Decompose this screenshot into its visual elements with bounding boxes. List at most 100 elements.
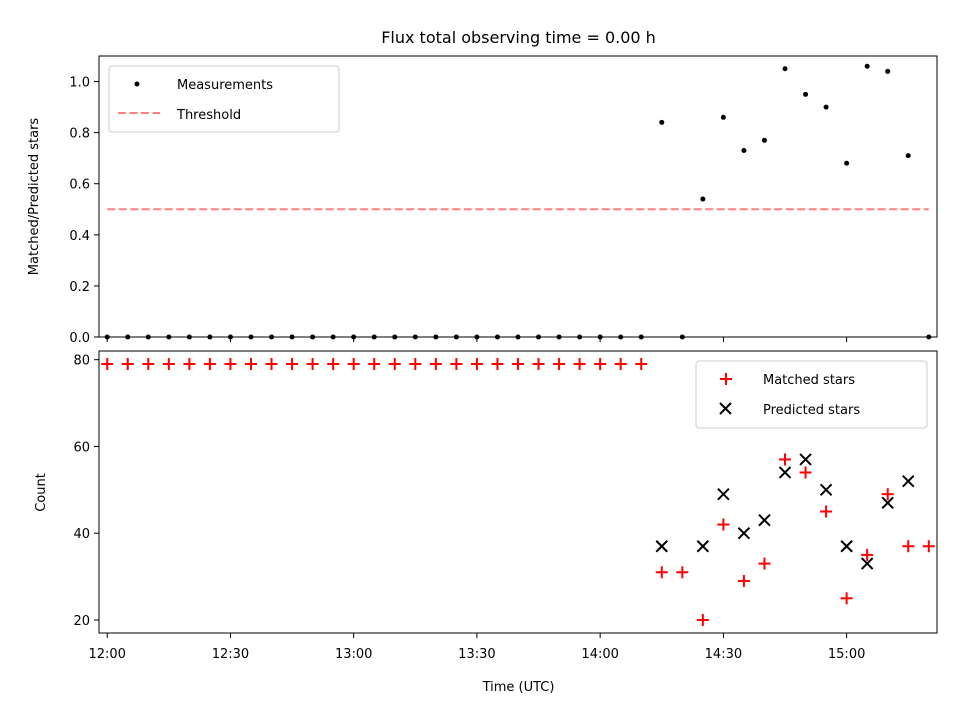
bottom-x-tick-label: 15:00 — [828, 647, 865, 662]
measurement-point — [864, 63, 870, 69]
bottom-axes-frame — [98, 350, 938, 634]
matched-star-point — [347, 358, 360, 371]
matched-star-point — [409, 358, 422, 371]
matched-star-point — [203, 358, 216, 371]
bottom-x-tick-label: 14:00 — [581, 647, 618, 662]
measurement-point — [761, 137, 767, 143]
measurement-point — [720, 114, 726, 120]
top-y-tick-label: 0.4 — [69, 229, 90, 244]
bottom-x-tick-label: 12:30 — [212, 647, 249, 662]
top-y-axis-label: Matched/Predicted stars — [27, 118, 42, 276]
predicted-star-point — [840, 540, 853, 553]
matched-star-point — [573, 358, 586, 371]
matched-star-points — [101, 358, 935, 626]
bottom-x-ticks: 12:00 12:30 13:00 13:30 14:00 14:30 15:00 — [88, 633, 865, 662]
matched-star-point — [388, 358, 401, 371]
predicted-star-point — [717, 487, 730, 501]
legend-threshold-label: Threshold — [176, 108, 241, 123]
matched-star-point — [635, 358, 648, 371]
matched-star-point — [779, 453, 792, 466]
legend-matched-marker — [720, 373, 732, 385]
matched-star-point — [902, 540, 915, 553]
matched-star-point — [450, 358, 463, 371]
legend-predicted-label: Predicted stars — [763, 403, 860, 418]
matched-star-point — [512, 358, 524, 371]
top-legend: Measurements Threshold — [108, 65, 340, 133]
matched-star-point — [553, 358, 566, 371]
matched-star-point — [655, 566, 668, 579]
top-y-ticks: 0.0 0.2 0.4 0.6 0.8 1.0 — [69, 76, 99, 346]
bottom-y-tick-label: 80 — [73, 354, 90, 369]
bottom-y-ticks: 20 40 60 80 — [73, 354, 99, 629]
predicted-star-point — [881, 496, 894, 510]
matched-star-point — [244, 358, 257, 371]
matched-star-point — [820, 505, 833, 518]
bottom-y-tick-label: 40 — [73, 527, 90, 542]
matched-star-point — [491, 358, 504, 371]
matched-star-point — [594, 358, 607, 371]
predicted-star-point — [902, 474, 915, 488]
predicted-star-point — [655, 540, 668, 553]
predicted-star-point — [758, 513, 771, 527]
measurement-point — [659, 119, 665, 125]
matched-star-point — [224, 358, 237, 371]
matched-star-point — [121, 358, 134, 371]
matched-star-point — [696, 613, 709, 626]
matched-star-point — [183, 358, 196, 371]
matched-star-point — [162, 358, 175, 371]
top-y-tick-label: 0.6 — [69, 178, 90, 193]
legend-measurements-label: Measurements — [177, 78, 273, 93]
bottom-x-tick-label: 12:00 — [88, 647, 125, 662]
top-y-tick-label: 1.0 — [69, 76, 90, 91]
matched-star-point — [101, 358, 114, 371]
matched-star-point — [799, 466, 812, 479]
bottom-y-tick-label: 60 — [73, 440, 90, 455]
predicted-star-point — [778, 466, 792, 479]
bottom-legend: Matched stars Predicted stars — [695, 360, 928, 429]
matched-star-point — [758, 557, 771, 570]
predicted-star-point — [819, 483, 833, 497]
matched-star-point — [306, 358, 319, 371]
predicted-star-points — [655, 453, 915, 570]
legend-matched-label: Matched stars — [763, 373, 855, 388]
top-chart-title: Flux total observing time = 0.00 h — [381, 28, 656, 47]
matched-star-point — [614, 358, 627, 371]
measurement-point — [741, 148, 747, 154]
predicted-star-point — [860, 557, 874, 570]
bottom-y-axis-label: Count — [34, 473, 49, 512]
measurement-point — [905, 153, 911, 159]
bottom-y-tick-label: 20 — [73, 614, 90, 629]
legend-predicted-marker — [719, 402, 732, 415]
matched-star-point — [840, 592, 853, 605]
measurement-point — [700, 196, 706, 202]
predicted-star-point — [737, 527, 751, 540]
top-y-tick-label: 0.0 — [69, 331, 90, 346]
predicted-star-point — [696, 540, 710, 553]
bottom-x-tick-label: 13:30 — [458, 647, 495, 662]
measurement-point — [782, 66, 788, 72]
matched-star-point — [861, 548, 874, 561]
matched-star-point — [429, 358, 442, 371]
top-y-tick-label: 0.2 — [69, 280, 90, 295]
matched-star-point — [265, 358, 278, 371]
bottom-x-axis-label: Time (UTC) — [482, 680, 555, 695]
top-axes-frame — [98, 55, 938, 338]
predicted-star-point — [799, 453, 812, 466]
bottom-x-tick-label: 13:00 — [335, 647, 372, 662]
matched-star-point — [327, 358, 340, 371]
matched-star-point — [368, 358, 381, 371]
matched-star-point — [676, 566, 689, 579]
matched-star-point — [470, 358, 483, 371]
matched-star-point — [142, 358, 155, 371]
measurement-point — [823, 104, 829, 110]
measurement-point — [844, 160, 850, 166]
measurement-point — [803, 91, 809, 97]
matched-star-point — [737, 574, 750, 587]
matched-star-point — [717, 518, 730, 531]
matched-star-point — [922, 540, 935, 553]
matched-star-point — [286, 358, 299, 371]
matched-star-point — [532, 358, 545, 371]
measurement-point — [885, 68, 891, 74]
legend-measurements-marker — [134, 81, 140, 87]
